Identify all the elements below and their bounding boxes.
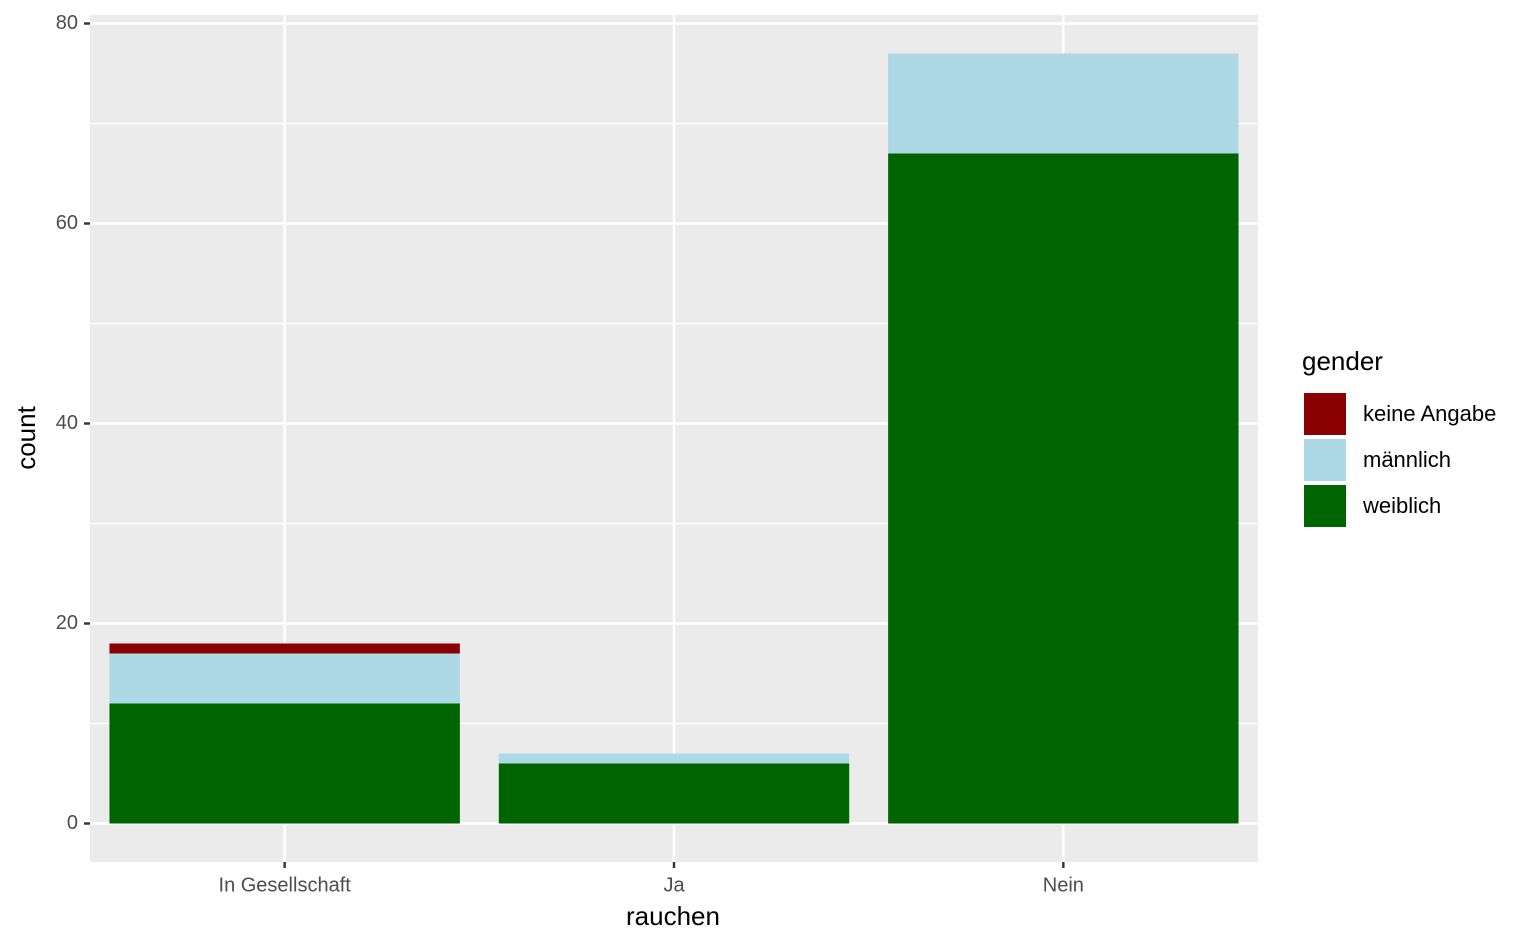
bar-segment: [498, 753, 850, 764]
y-tick-label: 60: [56, 212, 78, 234]
legend-key: [1304, 485, 1346, 527]
legend-key: [1304, 439, 1346, 481]
y-tick-label: 40: [56, 412, 78, 434]
bar-segment: [109, 653, 460, 704]
y-tick-label: 20: [56, 612, 78, 634]
legend-title: gender: [1302, 346, 1383, 376]
y-axis-title: count: [11, 405, 41, 469]
axes: 0 20 40 60 80 In Gesellschaft Ja Nein: [56, 12, 1084, 897]
bar-segment: [888, 53, 1239, 154]
y-tick-label: 0: [67, 812, 78, 834]
x-axis-title: rauchen: [626, 901, 720, 931]
legend-label: männlich: [1363, 447, 1451, 472]
bar-segment: [109, 703, 460, 824]
legend: keine Angabe männlich weiblich: [1304, 393, 1496, 527]
bar-segment: [109, 643, 460, 654]
legend-label: weiblich: [1362, 493, 1441, 518]
x-tick-label: In Gesellschaft: [219, 874, 352, 896]
legend-label: keine Angabe: [1363, 401, 1496, 426]
bar-segment: [888, 153, 1239, 824]
x-tick-label: Nein: [1043, 874, 1084, 896]
bars: [109, 53, 1239, 824]
y-tick-label: 80: [56, 12, 78, 34]
bar-segment: [498, 763, 850, 824]
legend-key: [1304, 393, 1346, 435]
x-tick-label: Ja: [663, 874, 685, 896]
